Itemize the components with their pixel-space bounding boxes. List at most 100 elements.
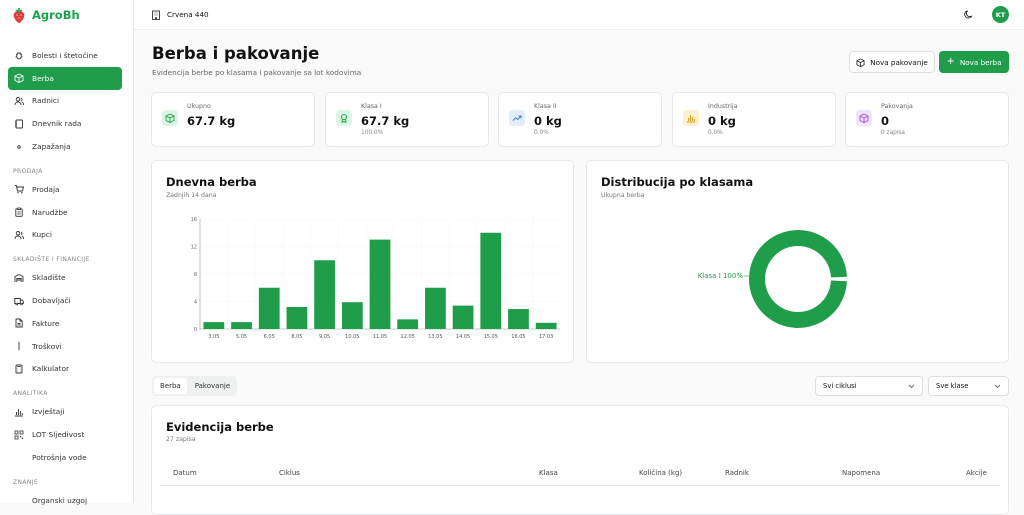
sidebar-item-label: Troškovi [32,341,62,351]
new-packaging-label: Nova pakovanje [870,57,928,67]
sidebar-item-lot-sljedivost[interactable]: LOT Sljedivost [8,423,122,446]
distribution-chart: Klasa I 100% [698,230,847,328]
building-icon [152,10,160,20]
stat-value: 67.7 kg [187,114,236,128]
x-tick-label: 9.05 [319,334,330,340]
cart-icon [14,184,24,194]
stat-sub: 0.0% [534,130,549,136]
book-icon [14,495,24,505]
new-packaging-button[interactable]: Nova pakovanje [849,51,935,73]
sidebar-item-label: Berba [32,73,54,83]
x-tick-label: 11.05 [373,334,387,340]
cycle-filter-value: Svi ciklusi [823,382,857,390]
new-harvest-button[interactable]: + Nova berba [939,51,1009,73]
tab-pakovanje[interactable]: Pakovanje [194,382,231,390]
col-akcije[interactable]: Akcije [966,469,987,477]
sidebar-item-label: Radnici [32,96,60,106]
daily-harvest-title: Dnevna berba [166,175,257,189]
x-tick-label: 3.05 [208,334,219,340]
col-kolicina[interactable]: Količina (kg) [639,469,683,477]
distribution-card: Distribucija po klasama Ukupna berba Kla… [586,160,1009,363]
stat-value: 67.7 kg [361,114,410,128]
chevron-down-icon [994,384,1001,388]
sidebar-item-berba[interactable]: Berba [8,66,122,90]
sidebar-item-label: Potrošnja vode [32,452,87,462]
view-tabs: Berba Pakovanje [152,376,237,396]
sidebar-item-label: Skladište [32,273,66,283]
sidebar-item-skladi-te[interactable]: Skladište [8,266,122,289]
x-tick-label: 8.05 [291,334,302,340]
bar [258,287,280,329]
sidebar-item-narud-be[interactable]: Narudžbe [8,201,122,224]
slice-label: Klasa I 100% [698,272,744,280]
pie-slice [749,230,847,328]
distribution-subtitle: Ukupna berba [601,192,645,199]
bar [203,322,225,329]
class-filter-select[interactable]: Sve klase [928,376,1009,396]
tab-berba[interactable]: Berba [154,378,187,394]
sidebar-item-prodaja[interactable]: Prodaja [8,178,122,201]
sidebar-item-dnevnik-rada[interactable]: Dnevnik rada [8,112,122,135]
sidebar-item-label: Narudžbe [32,207,68,217]
stat-label: Industrija [708,103,738,110]
col-ciklus[interactable]: Ciklus [279,469,300,477]
box-icon [14,73,24,84]
avatar[interactable]: KT [992,6,1009,23]
users-icon [14,96,24,106]
x-tick-label: 16.05 [511,334,525,340]
stat-label: Klasa I [361,103,382,110]
sidebar-item-label: Kalkulator [32,364,70,374]
x-tick-label: 5.05 [236,334,247,340]
truck-icon [14,296,24,306]
stat-label: Pakovanja [881,103,913,110]
col-klasa[interactable]: Klasa [539,469,558,477]
sidebar-item-zapa-anja[interactable]: Zapažanja [8,135,122,158]
nav-section-label: ZNANJE [13,478,39,486]
sidebar-item-fakture[interactable]: Fakture [8,312,122,335]
harvest-table-subtitle: 27 zapisa [166,436,196,443]
distribution-title: Distribucija po klasama [601,175,754,189]
stat-card-pakovanja: Pakovanja 0 0 zapisa [845,92,1009,147]
stat-card-industrija: Industrija 0 kg 0.0% [672,92,836,147]
sidebar-item-izvje-taji[interactable]: Izvještaji [8,400,122,423]
sidebar-item-label: Prodaja [32,184,60,194]
daily-harvest-card: Dnevna berba Zadnjih 14 dana 0 4 8 12 16 3.05… [151,160,574,363]
brand[interactable]: AgroBh [0,0,133,30]
bar-chart-icon [14,407,24,417]
bar [452,305,474,329]
qr-icon [14,430,24,440]
package-icon [856,110,872,126]
moon-icon[interactable] [963,9,974,20]
sidebar-item-label: Zapažanja [32,142,71,152]
farm-selector[interactable]: Crvena 440 [167,10,209,19]
sidebar-item-radnici[interactable]: Radnici [8,90,122,113]
sidebar-item-bolesti-i-teto-ine[interactable]: Bolesti i štetočine [8,44,122,67]
sidebar-item-potro-nja-vode[interactable]: Potrošnja vode [8,446,122,469]
stat-label: Klasa II [534,103,557,110]
x-tick-label: 13.05 [428,334,442,340]
y-tick-label: 12 [191,245,197,251]
stat-sub: 100.0% [361,130,384,136]
sidebar-item-dobavlja-i[interactable]: Dobavljači [8,289,122,312]
daily-harvest-subtitle: Zadnjih 14 dana [166,192,217,199]
sidebar-item-organski-uzgoj[interactable]: Organski uzgoj [8,489,122,512]
bar [231,322,252,329]
warehouse-icon [14,273,24,283]
col-napomena[interactable]: Napomena [842,469,881,477]
topbar: Crvena 440 KT [134,0,1024,30]
file-icon [14,318,24,328]
stat-value: 0 [881,114,890,128]
sidebar-item-tro-kovi[interactable]: Troškovi [8,335,122,358]
table-header-divider [160,485,1000,486]
cycle-filter-select[interactable]: Svi ciklusi [815,376,923,396]
sidebar-item-label: LOT Sljedivost [32,430,85,440]
clipboard-icon [14,207,24,217]
stat-card-klasa-i: Klasa I 67.7 kg 100.0% [325,92,489,147]
sidebar-item-kalkulator[interactable]: Kalkulator [8,358,122,381]
sidebar-item-kupci[interactable]: Kupci [8,224,122,247]
col-radnik[interactable]: Radnik [725,469,749,477]
stat-label: Ukupno [187,103,211,110]
col-datum[interactable]: Datum [173,469,197,477]
eye-icon [14,142,24,152]
strawberry-logo-icon [13,8,25,23]
